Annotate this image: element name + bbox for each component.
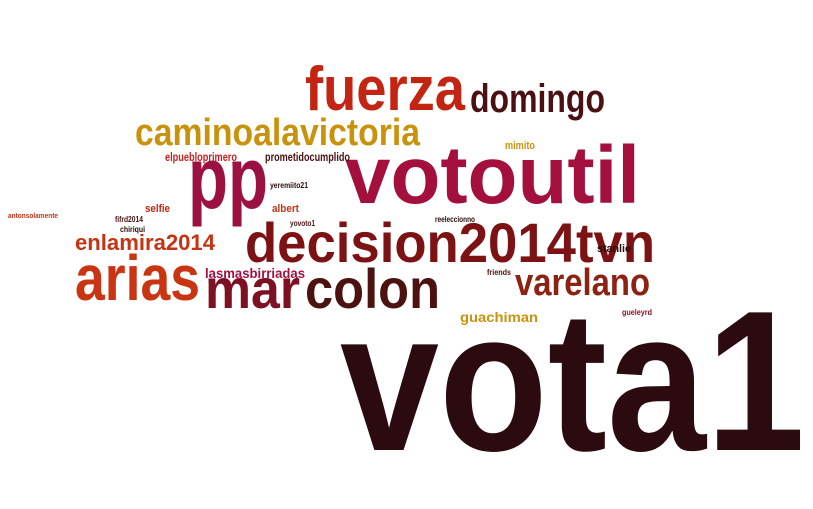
word: caminoalavictoria xyxy=(135,112,421,154)
word: colon xyxy=(305,257,440,320)
word: enlamira2014 xyxy=(75,230,216,255)
word: decision2014tvn xyxy=(245,211,655,274)
word: stanlie xyxy=(597,243,631,255)
word: lasmasbirriadas xyxy=(205,265,305,281)
word: varelano xyxy=(515,262,650,304)
word: gueleyrd xyxy=(622,308,652,317)
word: guachiman xyxy=(460,309,538,325)
word: pp xyxy=(188,128,268,227)
word: mimito xyxy=(505,140,535,152)
word: mar xyxy=(205,257,300,320)
word: selfie xyxy=(145,203,170,215)
word: prometidocumplido xyxy=(265,150,350,164)
word: fuerza xyxy=(305,55,465,124)
word: reeleccionno xyxy=(435,215,475,224)
word: vota1 xyxy=(340,270,805,493)
word: domingo xyxy=(470,77,605,121)
word: arias xyxy=(75,242,200,314)
word: antonsolamente xyxy=(8,213,58,220)
word: friends xyxy=(487,268,511,277)
word: votoutil xyxy=(345,130,640,221)
word: yeremiito21 xyxy=(270,181,308,190)
word: chiriqui xyxy=(120,225,145,234)
word: yovoto1 xyxy=(290,219,315,228)
word: albert xyxy=(272,203,299,215)
word: elpuebloprimero xyxy=(165,150,237,164)
word: fifrd2014 xyxy=(115,215,143,224)
